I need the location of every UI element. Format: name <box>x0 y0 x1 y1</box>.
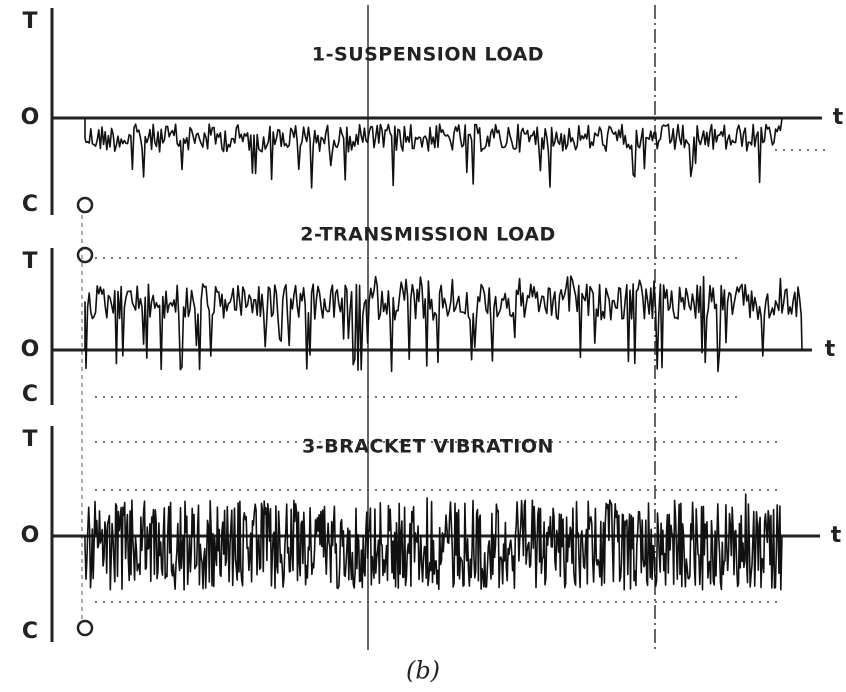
label-bottom: C <box>22 382 38 407</box>
label-bottom: C <box>22 192 38 217</box>
label-top: T <box>22 427 37 452</box>
panel-title: 2-TRANSMISSION LOAD <box>300 224 555 246</box>
signal-trace <box>84 117 783 189</box>
label-top: T <box>22 9 37 34</box>
caption: (b) <box>406 657 440 685</box>
label-top: T <box>22 249 37 274</box>
signal-trace <box>84 493 783 591</box>
start-circle <box>76 246 94 264</box>
panel-title: 3-BRACKET VIBRATION <box>302 436 554 458</box>
start-circle <box>76 196 94 214</box>
label-zero: O <box>21 337 40 362</box>
panel-title: 1-SUSPENSION LOAD <box>312 44 544 66</box>
label-time: t <box>825 337 836 362</box>
signal-trace <box>84 275 803 373</box>
label-zero: O <box>21 105 40 130</box>
start-circle <box>76 619 94 637</box>
label-bottom: C <box>22 619 38 644</box>
label-zero: O <box>21 523 40 548</box>
label-time: t <box>831 523 842 548</box>
label-time: t <box>833 105 844 130</box>
